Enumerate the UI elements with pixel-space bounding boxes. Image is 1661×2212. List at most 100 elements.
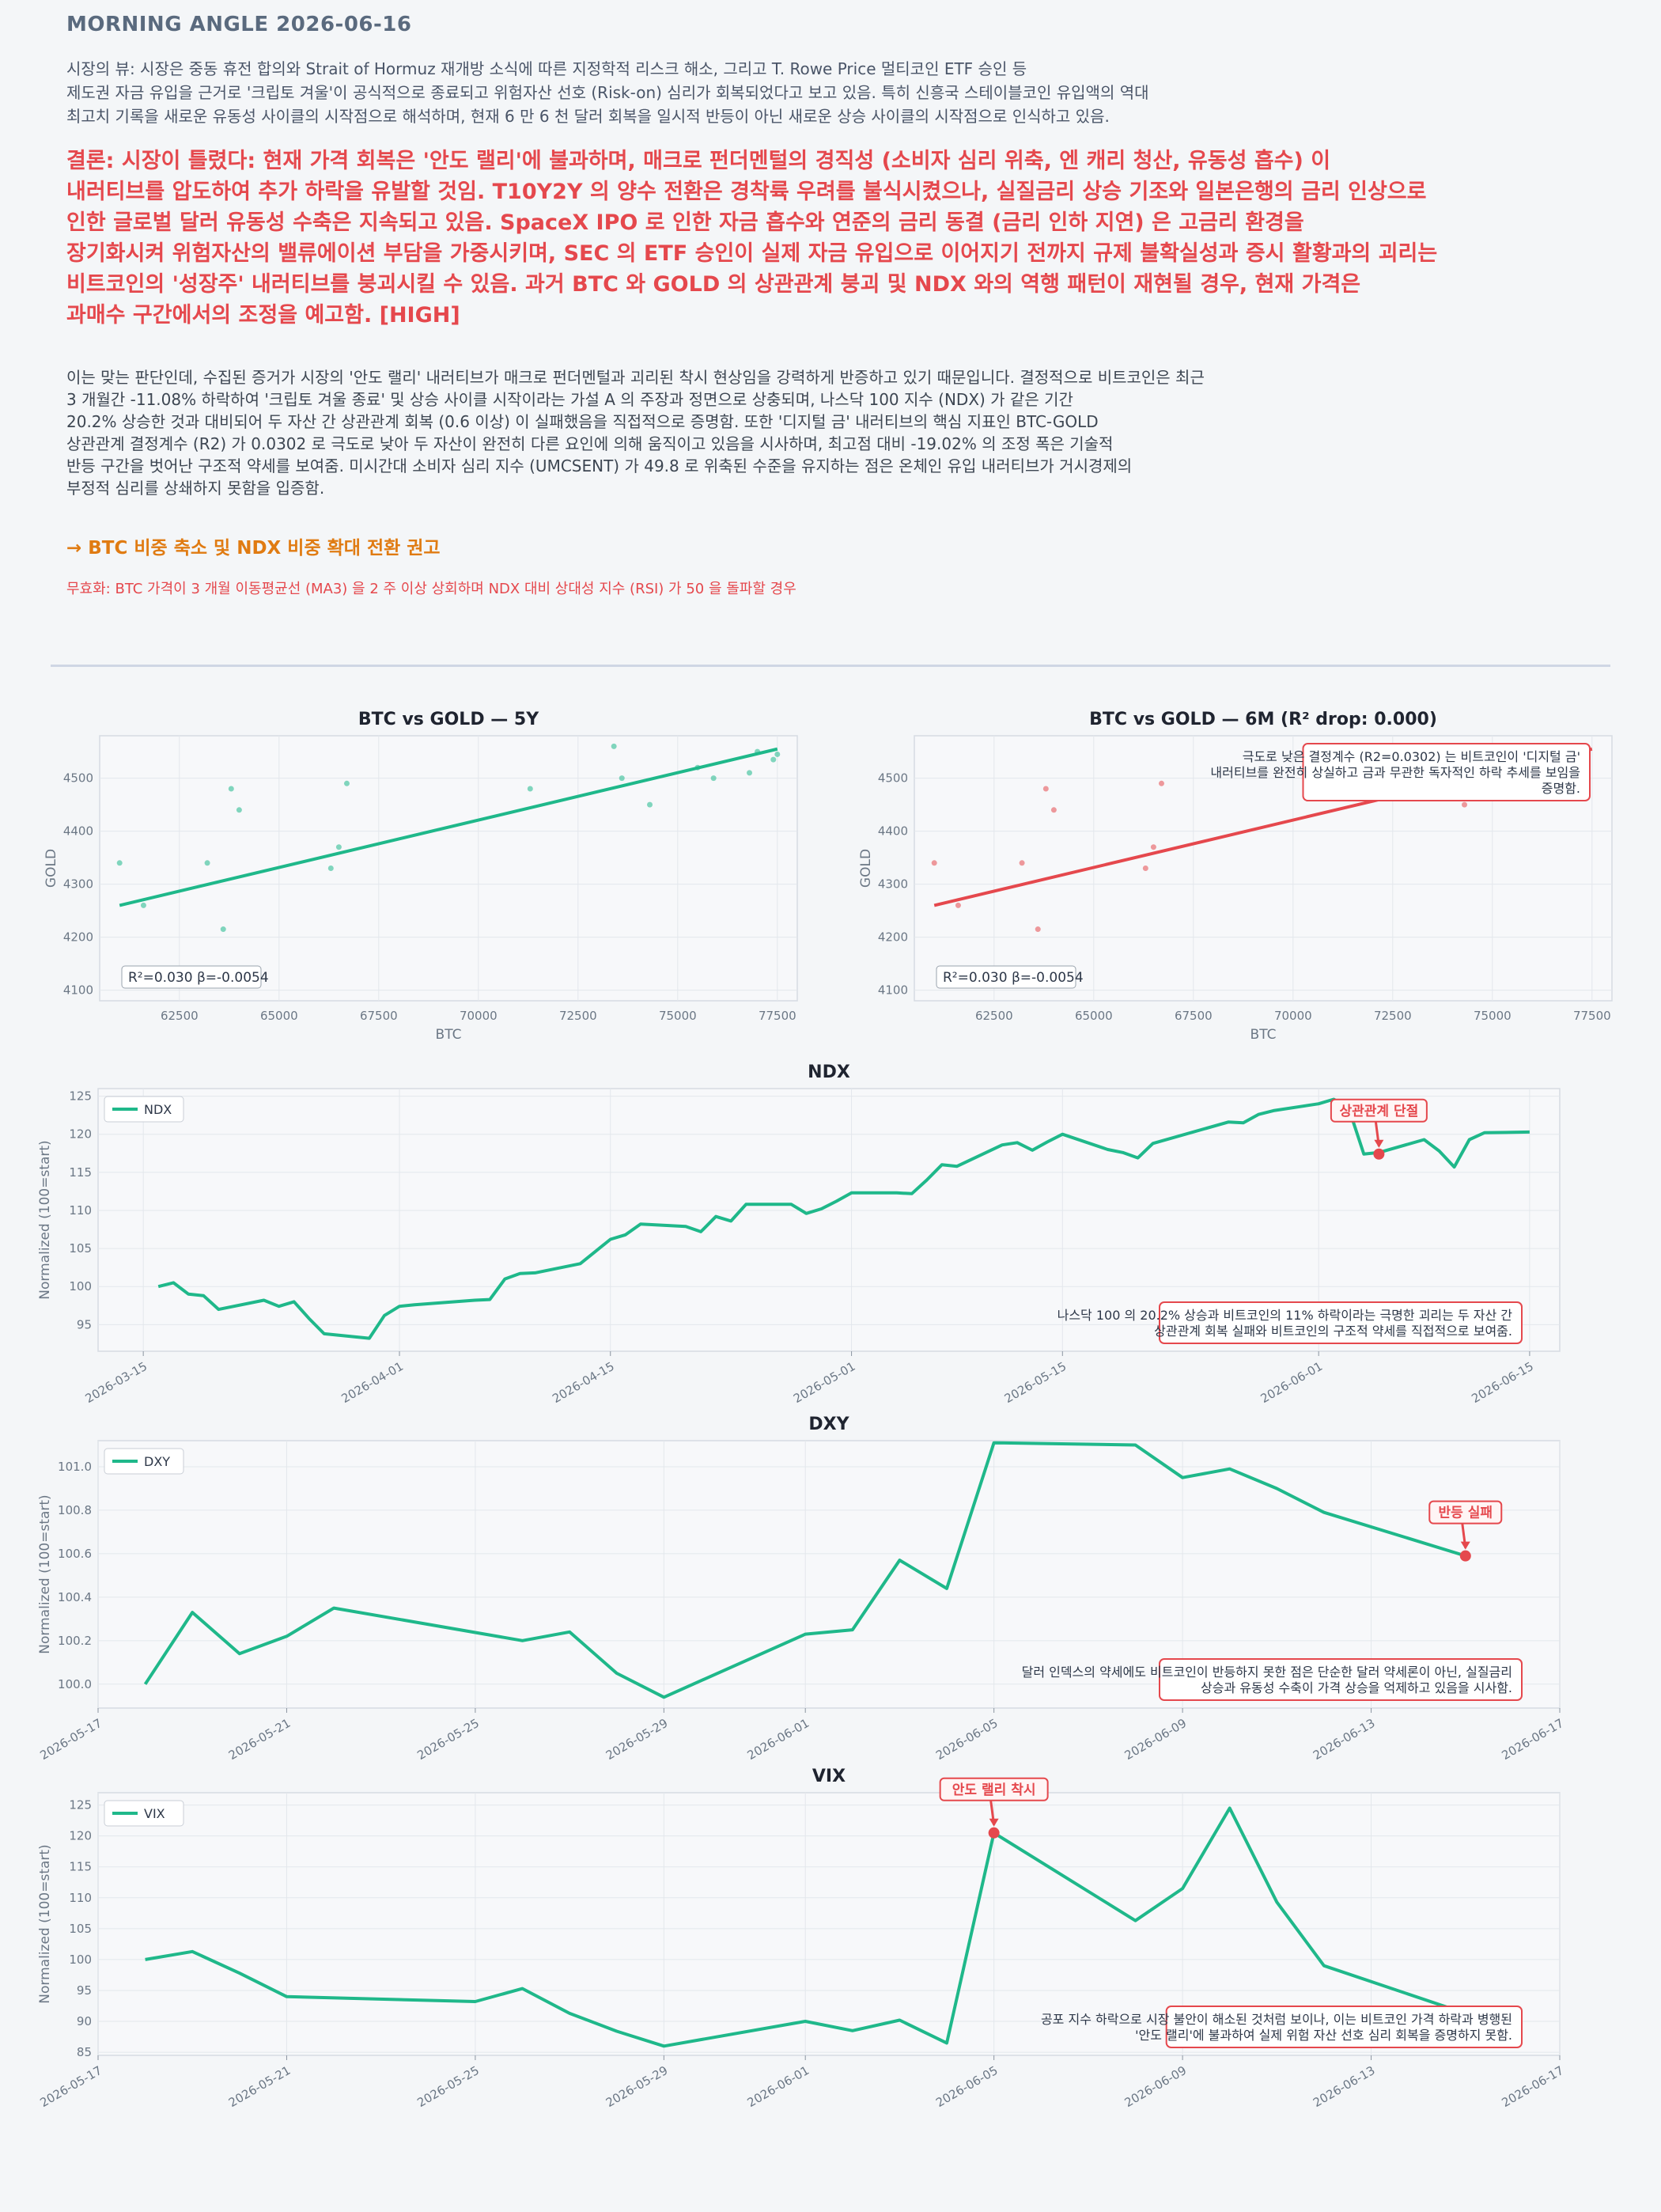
action-recommendation: → BTC 비중 축소 및 NDX 비중 확대 전환 권고 <box>66 538 441 559</box>
vix-x-tick-label: 2026-06-17 <box>1499 2063 1566 2110</box>
dxy-series-line <box>143 1441 1466 1699</box>
btc-gold-5y-point <box>747 770 753 776</box>
ndx-y-tick-label: 115 <box>69 1165 92 1180</box>
vix-y-tick-label: 90 <box>77 2014 92 2028</box>
vix-y-tick-label: 115 <box>69 1860 92 1874</box>
ndx-legend-label: NDX <box>144 1102 172 1117</box>
btc-gold-6m-x-tick-label: 67500 <box>1175 1009 1213 1023</box>
dxy-y-tick-label: 101.0 <box>58 1460 92 1474</box>
ndx-x-tick-label: 2026-06-15 <box>1469 1359 1536 1406</box>
btc-gold-5y-x-tick-label: 75000 <box>659 1009 697 1023</box>
btc-gold-6m-point <box>1142 865 1148 871</box>
btc-gold-5y-point <box>220 926 226 933</box>
ndx-legend: NDX <box>104 1096 184 1123</box>
vix-x-tick-label: 2026-06-13 <box>1311 2063 1378 2110</box>
vix-x-tick-label: 2026-05-29 <box>603 2063 671 2110</box>
vix-y-axis-label: Normalized (100=start) <box>37 1844 53 2003</box>
vix-gridlines <box>97 1793 1561 2055</box>
btc-gold-5y-title: BTC vs GOLD — 5Y <box>358 710 539 729</box>
market-view-line: 시장의 뷰: 시장은 중동 휴전 합의와 Strait of Hormuz 재개… <box>66 59 1027 78</box>
vix-callout-marker <box>988 1827 1000 1839</box>
conclusion-text: 결론: 시장이 틀렸다: 현재 가격 회복은 '안도 랠리'에 불과하며, 매크… <box>66 146 1569 331</box>
conclusion-line: 장기화시켜 위험자산의 밸류에이션 부담을 가중시키며, SEC 의 ETF 승… <box>66 241 1438 266</box>
dxy-y-tick-label: 100.2 <box>58 1634 92 1648</box>
btc-gold-6m-annotation: 극도로 낮은 결정계수 (R2=0.0302) 는 비트코인이 '디지털 금'내… <box>1210 743 1591 801</box>
evidence-line: 20.2% 상승한 것과 대비되어 두 자산 간 상관관계 회복 (0.6 이상… <box>66 412 1099 431</box>
btc-gold-6m-x-tick-label: 72500 <box>1374 1009 1412 1023</box>
btc-gold-5y-point <box>335 844 342 850</box>
ndx-annotation-box <box>1159 1301 1523 1344</box>
ndx-x-tick-label: 2026-05-15 <box>1002 1359 1069 1406</box>
vix-callout-arrowhead <box>989 1818 999 1827</box>
ndx-legend-box <box>104 1096 184 1123</box>
btc-gold-6m-x-tick-label: 77500 <box>1573 1009 1611 1023</box>
vix-callout-label: 안도 랠리 착시 <box>952 1782 1036 1798</box>
btc-gold-6m-x-axis-label: BTC <box>1250 1027 1277 1043</box>
conclusion-line: 내러티브를 압도하여 추가 하락을 유발할 것임. T10Y2Y 의 양수 전환… <box>66 180 1427 204</box>
conclusion-line: 결론: 시장이 틀렸다: 현재 가격 회복은 '안도 랠리'에 불과하며, 매크… <box>66 149 1331 173</box>
vix-y-tick-label: 110 <box>69 1891 92 1905</box>
dxy-annotation-box <box>1159 1658 1523 1701</box>
ndx-gridlines <box>98 1089 1560 1351</box>
vix-y-tick-label: 105 <box>69 1922 92 1936</box>
ndx-y-tick-label: 110 <box>69 1203 92 1218</box>
vix-annotation-text: '안도 랠리'에 불과하여 실제 위험 자산 선호 심리 회복을 증명하지 못함… <box>1135 2028 1512 2043</box>
btc-gold-5y-point <box>710 775 717 782</box>
vix-title: VIX <box>812 1767 846 1786</box>
btc-gold-5y-y-axis-label: GOLD <box>44 849 59 888</box>
evidence-line: 부정적 심리를 상쇄하지 못함을 입증함. <box>66 479 325 498</box>
btc-gold-5y-x-tick-label: 67500 <box>360 1009 398 1023</box>
dxy-annotation-text: 달러 인덱스의 약세에도 비트코인이 반등하지 못한 점은 단순한 달러 약세론… <box>1022 1665 1512 1680</box>
btc-gold-5y-point <box>204 860 210 866</box>
btc-gold-5y-point <box>343 780 350 786</box>
vix-x-tick-label: 2026-06-09 <box>1122 2063 1190 2110</box>
ndx-x-tick-label: 2026-04-15 <box>550 1359 617 1406</box>
btc-gold-5y-y-tick-label: 4100 <box>63 983 93 998</box>
market-view-text: 시장의 뷰: 시장은 중동 휴전 합의와 Strait of Hormuz 재개… <box>66 57 1411 128</box>
btc-gold-5y-x-tick-label: 65000 <box>260 1009 298 1023</box>
evidence-line: 상관관계 결정계수 (R2) 가 0.0302 로 극도로 낮아 두 자산이 완… <box>66 434 1114 453</box>
btc-gold-5y-x-axis-label: BTC <box>436 1027 462 1043</box>
dxy-callout-label: 반등 실패 <box>1439 1506 1493 1521</box>
dxy-y-tick-label: 100.0 <box>58 1677 92 1691</box>
btc-gold-6m-y-tick-label: 4100 <box>878 983 908 998</box>
dxy-y-tick-label: 100.4 <box>58 1590 92 1604</box>
btc-gold-5y-point <box>527 786 533 792</box>
btc-gold-6m-annotation-text: 내러티브를 완전히 상실하고 금과 무관한 독자적인 하락 추세를 보임을 <box>1210 765 1580 780</box>
btc-gold-5y-x-tick-label: 72500 <box>559 1009 597 1023</box>
btc-gold-5y-y-tick-label: 4300 <box>63 877 93 892</box>
btc-gold-6m-x-tick-label: 70000 <box>1274 1009 1312 1023</box>
btc-gold-5y-point <box>327 865 334 871</box>
ndx-title: NDX <box>808 1062 850 1082</box>
vix-x-tick-label: 2026-06-05 <box>933 2063 1001 2110</box>
btc-gold-5y-point <box>228 786 234 792</box>
btc-gold-5y-y-tick-label: 4200 <box>63 930 93 945</box>
btc-gold-6m-point <box>1462 801 1468 808</box>
vix-legend: VIX <box>104 1800 184 1827</box>
evidence-line: 3 개월간 -11.08% 하락하여 '크립토 겨울 종료' 및 상승 사이클 … <box>66 390 1073 409</box>
btc-gold-5y-point <box>647 801 653 808</box>
btc-gold-6m-annotation-text: 극도로 낮은 결정계수 (R2=0.0302) 는 비트코인이 '디지털 금' <box>1243 749 1580 764</box>
dxy-callout-marker <box>1459 1550 1471 1562</box>
evidence-line: 반등 구간을 벗어난 구조적 약세를 보여줌. 미시간대 소비자 심리 지수 (… <box>66 456 1133 475</box>
btc-gold-5y-fit-line <box>119 747 778 907</box>
btc-gold-5y-y-tick-label: 4400 <box>63 824 93 839</box>
vix-y-tick-label: 125 <box>69 1798 92 1812</box>
evidence-text: 이는 맞는 판단인데, 수집된 증거가 시장의 '안도 랠리' 내러티브가 매크… <box>66 366 1332 499</box>
btc-gold-5y-gridlines <box>100 736 797 1001</box>
vix-annotation: 공포 지수 하락으로 시장 불안이 해소된 것처럼 보이나, 이는 비트코인 가… <box>1041 2006 1523 2048</box>
ndx-annotation: 나스닥 100 의 20.2% 상승과 비트코인의 11% 하락이라는 극명한 … <box>1058 1301 1523 1344</box>
vix-y-tick-label: 100 <box>69 1953 92 1967</box>
ndx-x-tick-label: 2026-05-01 <box>791 1359 858 1406</box>
btc-gold-5y-point <box>774 751 781 757</box>
btc-gold-6m-stat-text: R²=0.030 β=-0.0054 <box>943 970 1084 986</box>
ndx-y-tick-label: 100 <box>69 1279 92 1293</box>
section-divider <box>51 665 1610 667</box>
btc-gold-5y-x-tick-label: 77500 <box>759 1009 796 1023</box>
evidence-line: 이는 맞는 판단인데, 수집된 증거가 시장의 '안도 랠리' 내러티브가 매크… <box>66 368 1205 387</box>
btc-gold-5y-stat-text: R²=0.030 β=-0.0054 <box>128 970 269 986</box>
btc-gold-5y-y-tick-label: 4500 <box>63 771 93 786</box>
ndx-x-tick-label: 2026-04-01 <box>339 1359 407 1406</box>
btc-gold-6m-x-tick-label: 75000 <box>1474 1009 1512 1023</box>
